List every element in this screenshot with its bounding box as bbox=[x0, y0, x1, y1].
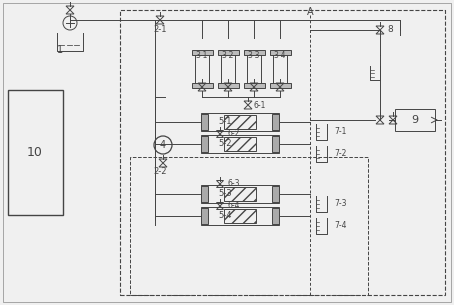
Text: 6-4: 6-4 bbox=[227, 202, 240, 210]
Bar bbox=[217, 50, 238, 55]
Bar bbox=[224, 115, 257, 129]
Text: 4: 4 bbox=[160, 140, 166, 150]
Text: 5-3: 5-3 bbox=[218, 189, 232, 199]
Text: 6-2: 6-2 bbox=[227, 130, 239, 138]
Bar bbox=[224, 187, 257, 201]
Bar bbox=[272, 208, 279, 224]
Text: 5-1: 5-1 bbox=[218, 117, 232, 127]
Text: 1: 1 bbox=[57, 45, 63, 55]
Text: 3-2: 3-2 bbox=[222, 51, 234, 59]
Bar bbox=[272, 136, 279, 152]
Bar bbox=[217, 83, 238, 88]
Text: 2-1: 2-1 bbox=[153, 24, 167, 34]
Text: 7-4: 7-4 bbox=[334, 221, 346, 231]
Bar bbox=[270, 83, 291, 88]
Bar bbox=[201, 136, 208, 152]
Bar bbox=[247, 51, 261, 87]
Bar bbox=[243, 50, 265, 55]
Text: 3-1: 3-1 bbox=[196, 51, 208, 59]
Bar bbox=[201, 113, 279, 131]
Text: 2-2: 2-2 bbox=[153, 167, 167, 177]
Bar bbox=[221, 51, 235, 87]
Bar bbox=[201, 185, 279, 203]
Text: 3-3: 3-3 bbox=[248, 51, 260, 59]
Bar bbox=[270, 50, 291, 55]
Bar bbox=[201, 208, 208, 224]
Text: 5-2: 5-2 bbox=[218, 139, 232, 149]
Text: A: A bbox=[307, 7, 313, 17]
Text: 7-1: 7-1 bbox=[334, 127, 346, 137]
Text: 8: 8 bbox=[387, 26, 393, 34]
Bar bbox=[243, 83, 265, 88]
Bar bbox=[201, 114, 208, 130]
Text: 6-3: 6-3 bbox=[227, 180, 240, 188]
Text: 7-3: 7-3 bbox=[334, 199, 346, 209]
Bar bbox=[273, 51, 287, 87]
Bar bbox=[395, 109, 435, 131]
Text: 9: 9 bbox=[411, 115, 419, 125]
Bar bbox=[192, 83, 212, 88]
Bar bbox=[201, 207, 279, 225]
Bar bbox=[272, 186, 279, 202]
Bar bbox=[201, 135, 279, 153]
Bar bbox=[192, 50, 212, 55]
Bar bbox=[130, 157, 368, 295]
Bar bbox=[201, 186, 208, 202]
Text: 6-1: 6-1 bbox=[254, 101, 266, 109]
Text: 10: 10 bbox=[27, 146, 43, 160]
Bar bbox=[8, 90, 63, 215]
Bar bbox=[224, 137, 257, 151]
Text: 5-4: 5-4 bbox=[218, 211, 232, 221]
Bar bbox=[224, 209, 257, 223]
Text: 3-4: 3-4 bbox=[274, 51, 286, 59]
Bar bbox=[195, 51, 209, 87]
Bar bbox=[120, 10, 445, 295]
Bar bbox=[272, 114, 279, 130]
Text: 7-2: 7-2 bbox=[334, 149, 346, 159]
